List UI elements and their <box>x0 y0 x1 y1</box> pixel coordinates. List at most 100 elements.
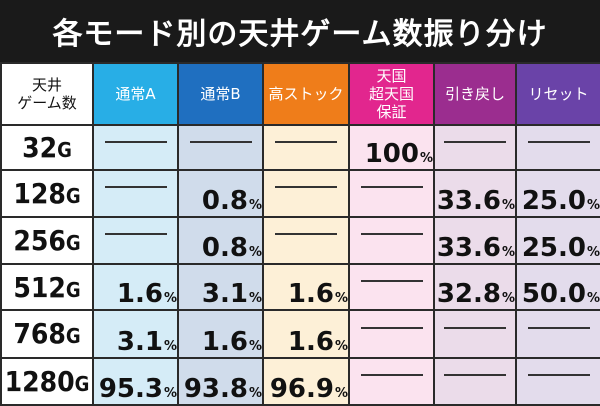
empty-cell <box>348 309 435 359</box>
percent-value: 1.6 <box>287 326 334 357</box>
percent-value: 33.6 <box>436 185 501 216</box>
column-header-label: リセット <box>528 85 589 103</box>
dash-mark <box>360 326 423 329</box>
column-header-label: 引き戻し <box>444 85 505 103</box>
percent-cell: 1.6% <box>92 262 179 312</box>
dash-mark <box>275 140 337 143</box>
ceiling-distribution-table: 天井 ゲーム数 通常A 通常B 高ストック 天国 超天国 保証 引き戻し リセット 32G 10… <box>0 62 600 406</box>
column-header: 通常A <box>92 62 179 126</box>
percent-unit: % <box>248 291 262 307</box>
empty-cell <box>515 123 600 172</box>
empty-cell <box>92 123 179 172</box>
dash-mark <box>104 140 167 143</box>
percent-cell: 1.6% <box>262 262 350 312</box>
games-value: 128 <box>13 176 66 210</box>
games-unit: G <box>65 277 81 302</box>
row-label-games: 768G <box>0 309 94 359</box>
percent-cell: 1.6% <box>262 309 350 359</box>
dash-mark <box>444 326 506 329</box>
percent-unit: % <box>248 244 262 260</box>
games-unit: G <box>65 324 81 349</box>
percent-unit: % <box>419 151 433 167</box>
row-label-games: 32G <box>0 123 94 172</box>
column-header-label: 保証 <box>376 103 407 121</box>
percent-value: 50.0 <box>521 279 586 310</box>
row-label-games: 1280G <box>0 356 94 406</box>
percent-unit: % <box>501 197 515 213</box>
games-unit: G <box>65 183 81 208</box>
empty-cell <box>433 309 517 359</box>
empty-cell <box>348 169 435 218</box>
games-value: 768 <box>13 317 66 351</box>
dash-mark <box>104 186 167 189</box>
column-header-label: 高ストック <box>268 85 344 103</box>
percent-unit: % <box>586 291 600 307</box>
games-value: 512 <box>13 270 66 304</box>
dash-mark <box>360 186 423 189</box>
percent-unit: % <box>334 291 348 307</box>
percent-unit: % <box>248 197 262 213</box>
percent-value: 0.8 <box>201 232 248 263</box>
percent-cell: 25.0% <box>515 169 600 218</box>
table-row: 256G 0.8% 33.6% 25.0% <box>0 215 600 265</box>
empty-cell <box>348 262 435 312</box>
empty-cell <box>92 169 179 218</box>
empty-cell <box>177 123 264 172</box>
column-header-label: 通常B <box>200 85 241 103</box>
page-title: 各モード別の天井ゲーム数振り分け <box>52 17 548 52</box>
dash-mark <box>527 140 590 143</box>
empty-cell <box>433 123 517 172</box>
title-bar: 各モード別の天井ゲーム数振り分け <box>0 0 600 62</box>
dash-mark <box>360 233 423 236</box>
dash-mark <box>444 374 506 377</box>
percent-cell: 32.8% <box>433 262 517 312</box>
row-label-games: 128G <box>0 169 94 218</box>
column-header: 天国 超天国 保証 <box>348 62 435 126</box>
percent-value: 1.6 <box>201 326 248 357</box>
column-header: 高ストック <box>262 62 350 126</box>
table-row: 1280G 95.3% 93.8% 96.9% <box>0 356 600 406</box>
percent-cell: 50.0% <box>515 262 600 312</box>
percent-value: 100 <box>364 139 419 170</box>
empty-cell <box>515 309 600 359</box>
column-header-label: 超天国 <box>368 85 414 103</box>
column-header: リセット <box>515 62 600 126</box>
percent-cell: 96.9% <box>262 356 350 406</box>
empty-cell <box>262 215 350 265</box>
table-row: 32G 100% <box>0 123 600 172</box>
percent-cell: 33.6% <box>433 169 517 218</box>
percent-value: 33.6 <box>436 232 501 263</box>
table-row: 128G 0.8% 33.6% 25.0% <box>0 169 600 218</box>
percent-value: 1.6 <box>287 279 334 310</box>
percent-unit: % <box>334 338 348 354</box>
games-value: 256 <box>13 223 66 257</box>
percent-cell: 1.6% <box>177 309 264 359</box>
percent-cell: 93.8% <box>177 356 264 406</box>
empty-cell <box>262 169 350 218</box>
percent-value: 3.1 <box>201 279 248 310</box>
percent-value: 25.0 <box>521 232 586 263</box>
percent-unit: % <box>163 291 177 307</box>
table-row: 512G 1.6% 3.1% 1.6% 32.8% 50.0% <box>0 262 600 312</box>
empty-cell <box>262 123 350 172</box>
header-row: 天井 ゲーム数 通常A 通常B 高ストック 天国 超天国 保証 引き戻し リセット <box>0 62 600 126</box>
percent-unit: % <box>586 244 600 260</box>
percent-cell: 3.1% <box>92 309 179 359</box>
dash-mark <box>104 233 167 236</box>
column-header: 引き戻し <box>433 62 517 126</box>
empty-cell <box>348 215 435 265</box>
percent-unit: % <box>248 338 262 354</box>
table-row: 768G 3.1% 1.6% 1.6% <box>0 309 600 359</box>
dash-mark <box>360 374 423 377</box>
percent-cell: 95.3% <box>92 356 179 406</box>
percent-value: 93.8 <box>183 374 248 404</box>
corner-header-line: ゲーム数 <box>17 94 77 112</box>
percent-unit: % <box>501 291 515 307</box>
percent-value: 0.8 <box>201 185 248 216</box>
percent-unit: % <box>163 338 177 354</box>
percent-value: 3.1 <box>116 326 163 357</box>
column-header: 通常B <box>177 62 264 126</box>
column-header-label: 通常A <box>115 85 156 103</box>
percent-cell: 3.1% <box>177 262 264 312</box>
empty-cell <box>515 356 600 406</box>
